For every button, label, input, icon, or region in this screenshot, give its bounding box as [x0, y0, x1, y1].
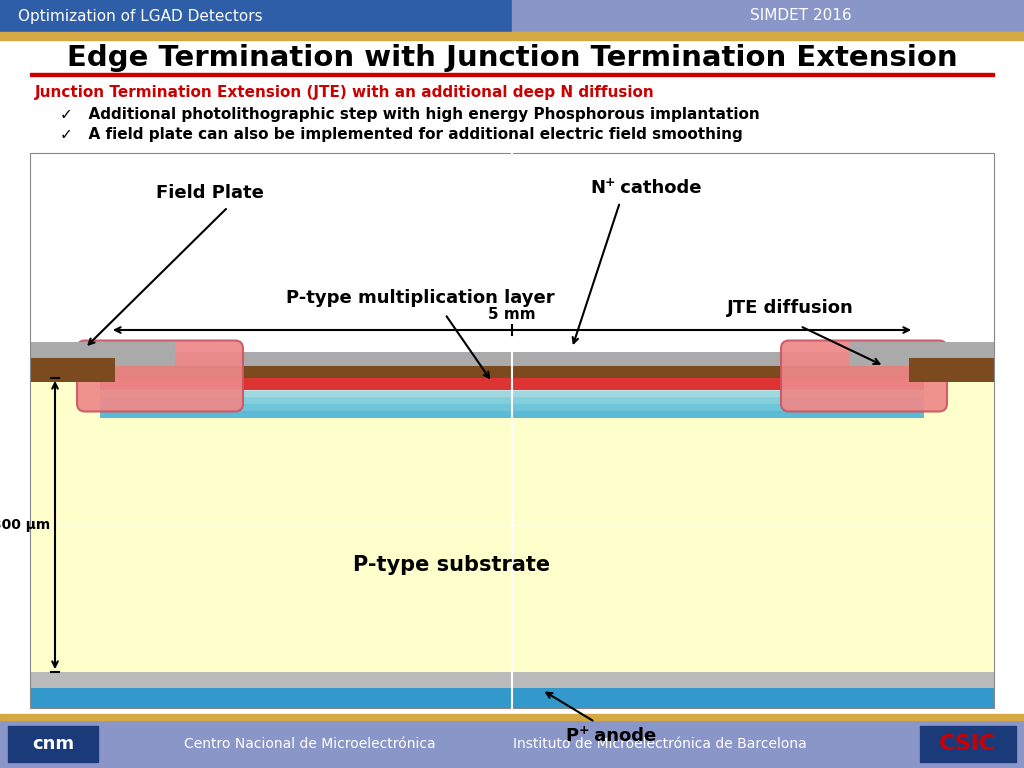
Text: Field Plate: Field Plate — [156, 184, 264, 202]
Bar — [0, 0, 512, 32]
Bar — [0, 720, 1024, 768]
Text: +: + — [579, 723, 590, 737]
Bar — [100, 384, 924, 391]
Bar — [30, 153, 994, 708]
Bar — [100, 391, 924, 397]
Text: P: P — [565, 727, 579, 745]
Text: P-type multiplication layer: P-type multiplication layer — [286, 289, 554, 307]
Bar — [30, 352, 994, 366]
Text: Instituto de Microelectrónica de Barcelona: Instituto de Microelectrónica de Barcelo… — [513, 737, 807, 751]
Text: anode: anode — [588, 727, 656, 745]
Bar — [30, 358, 115, 382]
Text: Optimization of LGAD Detectors: Optimization of LGAD Detectors — [18, 8, 262, 24]
Bar — [909, 358, 994, 382]
Bar — [30, 366, 994, 378]
Text: CSIC: CSIC — [939, 734, 996, 754]
Text: ✓   Additional photolithographic step with high energy Phosphorous implantation: ✓ Additional photolithographic step with… — [60, 107, 760, 121]
Text: N: N — [590, 179, 605, 197]
Text: cnm: cnm — [32, 735, 74, 753]
Text: cathode: cathode — [614, 179, 701, 197]
Bar — [100, 404, 924, 411]
Bar — [8, 726, 98, 762]
Text: SIMDET 2016: SIMDET 2016 — [750, 8, 852, 24]
Text: Centro Nacional de Microelectrónica: Centro Nacional de Microelectrónica — [184, 737, 436, 751]
Text: +: + — [605, 176, 615, 188]
Text: 300 μm: 300 μm — [0, 518, 50, 532]
Bar — [30, 672, 994, 688]
Text: Edge Termination with Junction Termination Extension: Edge Termination with Junction Terminati… — [67, 44, 957, 72]
Text: P-type substrate: P-type substrate — [353, 555, 551, 575]
Bar — [30, 73, 994, 76]
Bar — [920, 726, 1016, 762]
Text: 5 mm: 5 mm — [488, 307, 536, 322]
Bar — [100, 377, 924, 384]
Bar — [849, 342, 994, 366]
Text: ✓   A field plate can also be implemented for additional electric field smoothin: ✓ A field plate can also be implemented … — [60, 127, 742, 143]
Bar — [100, 360, 924, 390]
FancyBboxPatch shape — [77, 340, 243, 412]
Text: Junction Termination Extension (JTE) with an additional deep N diffusion: Junction Termination Extension (JTE) wit… — [35, 85, 654, 101]
Bar — [100, 411, 924, 418]
Bar — [0, 32, 1024, 40]
Bar — [30, 342, 175, 366]
Bar — [30, 688, 994, 708]
FancyBboxPatch shape — [781, 340, 947, 412]
Bar — [0, 714, 1024, 720]
Bar — [30, 153, 994, 708]
Text: JTE diffusion: JTE diffusion — [727, 299, 853, 317]
Bar — [100, 397, 924, 404]
Bar — [100, 370, 924, 377]
Bar — [512, 0, 1024, 32]
Bar — [30, 378, 994, 672]
